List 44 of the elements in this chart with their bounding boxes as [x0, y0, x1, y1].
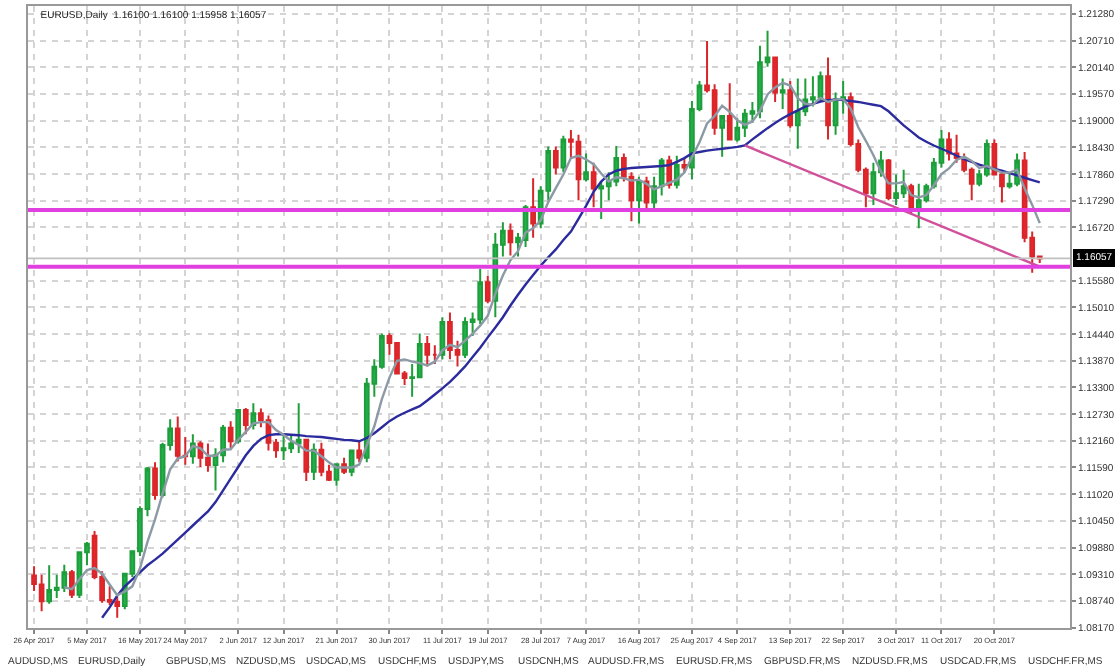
candlestick — [61, 563, 68, 593]
candlestick — [53, 573, 60, 600]
candlestick — [447, 311, 453, 361]
candlestick — [295, 402, 302, 454]
candlestick — [583, 152, 589, 183]
candlestick — [983, 138, 990, 178]
candlestick — [310, 442, 317, 482]
candlestick — [484, 275, 491, 305]
candlestick — [250, 402, 257, 431]
candlestick — [174, 415, 181, 463]
candlestick — [227, 420, 234, 450]
candlestick — [900, 168, 907, 199]
candlestick — [810, 75, 816, 108]
candlestick — [152, 461, 158, 501]
candlestick — [742, 107, 748, 139]
candlestick — [719, 114, 726, 158]
candlestick — [772, 56, 778, 103]
candlestick — [356, 440, 363, 464]
candlestick — [552, 145, 559, 176]
candlestick — [915, 182, 922, 230]
candlestick — [507, 222, 514, 257]
candlestick — [303, 437, 310, 483]
candlestick — [288, 433, 294, 454]
candlestick — [575, 133, 582, 202]
candlestick — [893, 173, 899, 206]
candlestick — [598, 180, 605, 220]
candlestick — [424, 334, 431, 368]
candlestick — [242, 407, 249, 436]
candlestick — [38, 573, 45, 613]
candlestick — [779, 77, 786, 110]
candlestick — [46, 564, 53, 605]
candlestick — [794, 77, 801, 150]
candlestick — [280, 433, 287, 461]
candlestick — [530, 177, 536, 239]
candlestick — [636, 175, 642, 225]
candlestick — [590, 161, 597, 209]
candlestick — [726, 82, 733, 141]
candlestick — [787, 79, 794, 129]
candlestick — [205, 442, 211, 473]
candlestick — [235, 407, 242, 445]
candlestick — [462, 316, 468, 359]
candlestick — [734, 117, 741, 143]
candlestick — [431, 344, 438, 366]
candlestick — [825, 56, 831, 141]
